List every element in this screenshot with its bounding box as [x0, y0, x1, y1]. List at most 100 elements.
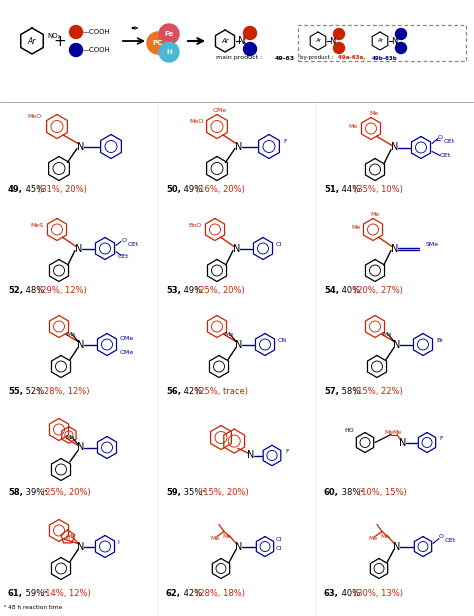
Text: N: N [77, 442, 85, 453]
Text: 44%: 44% [339, 185, 363, 194]
Text: N: N [235, 142, 243, 152]
Text: F: F [439, 436, 443, 441]
Text: F: F [285, 449, 289, 454]
Text: ᵃ 48 h reaction time: ᵃ 48 h reaction time [4, 605, 62, 610]
Text: Me: Me [224, 332, 234, 337]
Text: (14%, 12%): (14%, 12%) [42, 589, 91, 598]
Text: O: O [121, 238, 127, 243]
Text: (15%, 20%): (15%, 20%) [200, 488, 249, 497]
Text: ✒: ✒ [130, 24, 138, 34]
Text: 61,: 61, [8, 589, 23, 598]
Text: NO₂: NO₂ [47, 33, 61, 39]
Text: MeO: MeO [28, 114, 42, 119]
Text: 38%ᵃ: 38%ᵃ [339, 488, 366, 497]
Text: O: O [438, 534, 444, 539]
Text: 49b-63b: 49b-63b [372, 55, 398, 60]
Text: 49%: 49% [181, 185, 205, 194]
Text: 52,: 52, [8, 286, 23, 295]
Text: Me: Me [383, 332, 392, 337]
Text: main product :: main product : [216, 55, 264, 60]
Text: 62,: 62, [166, 589, 181, 598]
Text: OEt: OEt [128, 242, 139, 247]
Text: O: O [438, 135, 443, 140]
Text: 40%: 40% [339, 286, 363, 295]
Text: 56,: 56, [166, 387, 181, 396]
Text: PC: PC [153, 40, 163, 46]
Text: N: N [247, 450, 255, 461]
Text: N: N [392, 243, 399, 254]
Text: 50,: 50, [166, 185, 181, 194]
Text: Ar: Ar [221, 38, 229, 44]
Text: N: N [238, 36, 246, 46]
Text: Me: Me [380, 534, 390, 539]
Text: SMe: SMe [426, 242, 439, 247]
Text: CN: CN [278, 338, 287, 343]
Circle shape [147, 32, 169, 54]
Text: (16%, 20%): (16%, 20%) [196, 185, 245, 194]
Text: N: N [77, 142, 85, 152]
Text: (25%, 20%): (25%, 20%) [196, 286, 245, 295]
Text: Me: Me [349, 124, 358, 129]
Text: Me: Me [65, 435, 74, 440]
Text: OEt: OEt [118, 254, 129, 259]
Text: I: I [117, 540, 119, 545]
Text: MeO: MeO [190, 119, 204, 124]
Text: Me: Me [222, 534, 232, 539]
Text: OEt: OEt [440, 153, 451, 158]
Circle shape [334, 28, 345, 39]
Text: OEt: OEt [445, 538, 456, 543]
Text: BnO: BnO [189, 223, 202, 228]
Text: —COOH: —COOH [83, 29, 111, 35]
Text: Me: Me [210, 536, 219, 541]
Text: 49%: 49% [181, 286, 205, 295]
Text: Me: Me [66, 332, 76, 337]
Text: 51,: 51, [324, 185, 339, 194]
Text: 42%: 42% [181, 589, 205, 598]
Text: 58,: 58, [8, 488, 23, 497]
Circle shape [395, 43, 407, 54]
Text: +: + [54, 33, 66, 49]
Text: (20%, 27%): (20%, 27%) [355, 286, 403, 295]
Text: OMe: OMe [213, 108, 227, 113]
Text: (25%, trace): (25%, trace) [196, 387, 248, 396]
Text: 59%ᵃ: 59%ᵃ [23, 589, 50, 598]
Text: N: N [77, 339, 85, 349]
Text: (30%, 13%): (30%, 13%) [355, 589, 403, 598]
Text: HO: HO [344, 428, 354, 433]
Text: 52%: 52% [23, 387, 47, 396]
Text: Me: Me [384, 430, 393, 435]
Circle shape [244, 26, 256, 39]
Text: (25%, 20%): (25%, 20%) [42, 488, 91, 497]
Text: 63,: 63, [324, 589, 339, 598]
Text: Me: Me [369, 111, 379, 116]
Text: Me: Me [66, 534, 76, 539]
Text: OMe: OMe [120, 336, 134, 341]
Circle shape [244, 43, 256, 55]
Text: (29%, 12%): (29%, 12%) [38, 286, 87, 295]
Text: 60,: 60, [324, 488, 339, 497]
Text: 40%: 40% [339, 589, 363, 598]
Text: 59,: 59, [166, 488, 181, 497]
Text: Ar: Ar [28, 36, 36, 46]
Text: N: N [235, 339, 243, 349]
Text: Me: Me [368, 536, 378, 541]
Text: N: N [235, 541, 243, 551]
Text: 35%ᵃ: 35%ᵃ [181, 488, 208, 497]
Text: 57,: 57, [324, 387, 339, 396]
Text: Cl: Cl [276, 242, 282, 247]
Text: 42%: 42% [181, 387, 205, 396]
Text: ( 28%, 12%): ( 28%, 12%) [38, 387, 90, 396]
Text: Ar: Ar [377, 38, 383, 44]
Circle shape [395, 28, 407, 39]
Text: N: N [399, 437, 407, 447]
Text: 39%ᵃ: 39%ᵃ [23, 488, 50, 497]
Text: OMe: OMe [120, 350, 134, 355]
Text: Fe: Fe [164, 31, 173, 37]
Text: Me: Me [370, 212, 380, 217]
Text: 49a-63a,: 49a-63a, [338, 55, 367, 60]
Text: OEt: OEt [444, 139, 456, 144]
Text: N: N [391, 36, 397, 46]
Text: Me: Me [392, 430, 401, 435]
Circle shape [70, 44, 82, 57]
Text: (15%, 22%): (15%, 22%) [355, 387, 403, 396]
